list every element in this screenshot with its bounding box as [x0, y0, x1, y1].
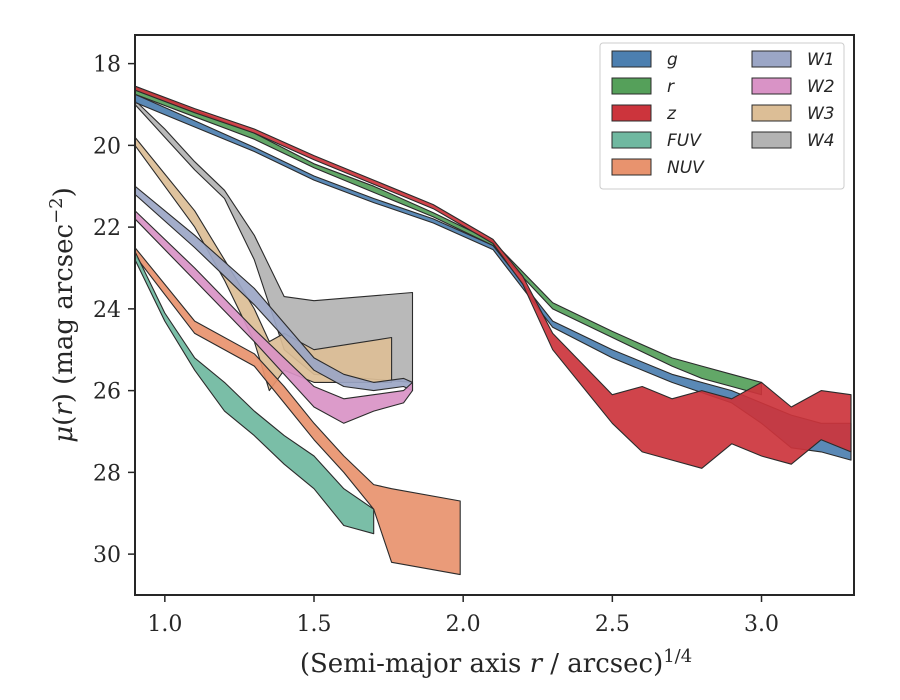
- legend-label-w2: W2: [807, 77, 835, 97]
- legend-label-w3: W3: [807, 104, 835, 124]
- plot-frame: [134, 34, 855, 596]
- legend-label-w4: W4: [807, 131, 835, 151]
- y-tick-label: 18: [93, 53, 121, 78]
- legend-label-r: r: [667, 77, 675, 97]
- x-tick-label: 2.5: [595, 612, 630, 637]
- legend-label-z: z: [666, 104, 677, 124]
- legend: grz FUV NUV W1 W2 W3 W4: [599, 42, 845, 190]
- legend-swatch-fuv: [611, 131, 652, 149]
- x-axis-ticks: 1.0 1.5 2.0 2.5 3.0: [147, 595, 779, 637]
- legend-swatch-w1: [751, 50, 792, 68]
- legend-label-w1: W1: [807, 50, 835, 70]
- x-tick-label: 2.0: [446, 612, 481, 637]
- band-w2: [135, 210, 414, 424]
- y-tick-label: 26: [93, 380, 121, 405]
- y-tick-label: 24: [93, 298, 121, 323]
- profile-bands: [135, 85, 852, 576]
- y-tick-label: 30: [93, 543, 121, 568]
- y-tick-label: 28: [93, 461, 121, 486]
- legend-swatch-g: [611, 50, 652, 68]
- x-tick-label: 1.0: [147, 612, 182, 637]
- band-z: [135, 85, 852, 469]
- legend-label-fuv: FUV: [667, 131, 702, 151]
- y-tick-label: 22: [93, 216, 121, 241]
- y-tick-label: 20: [93, 134, 121, 159]
- legend-swatch-w2: [751, 77, 792, 95]
- x-tick-label: 3.0: [744, 612, 779, 637]
- band-nuv: [135, 247, 461, 576]
- legend-swatch-r: [611, 77, 652, 95]
- legend-label-nuv: NUV: [667, 158, 705, 178]
- y-axis-title: μ(r) (mag arcsec−2): [46, 187, 79, 443]
- x-axis-title: (Semi-major axis r / arcsec)1/4: [300, 646, 692, 679]
- legend-label-g: g: [667, 50, 678, 70]
- legend-swatch-w3: [751, 104, 792, 122]
- band-fuv: [135, 251, 375, 535]
- x-tick-label: 1.5: [297, 612, 332, 637]
- legend-swatch-nuv: [611, 158, 652, 176]
- y-axis-ticks: 18 20 22 24 26 28 30: [93, 53, 135, 568]
- legend-swatch-z: [611, 104, 652, 122]
- legend-swatch-w4: [751, 131, 792, 149]
